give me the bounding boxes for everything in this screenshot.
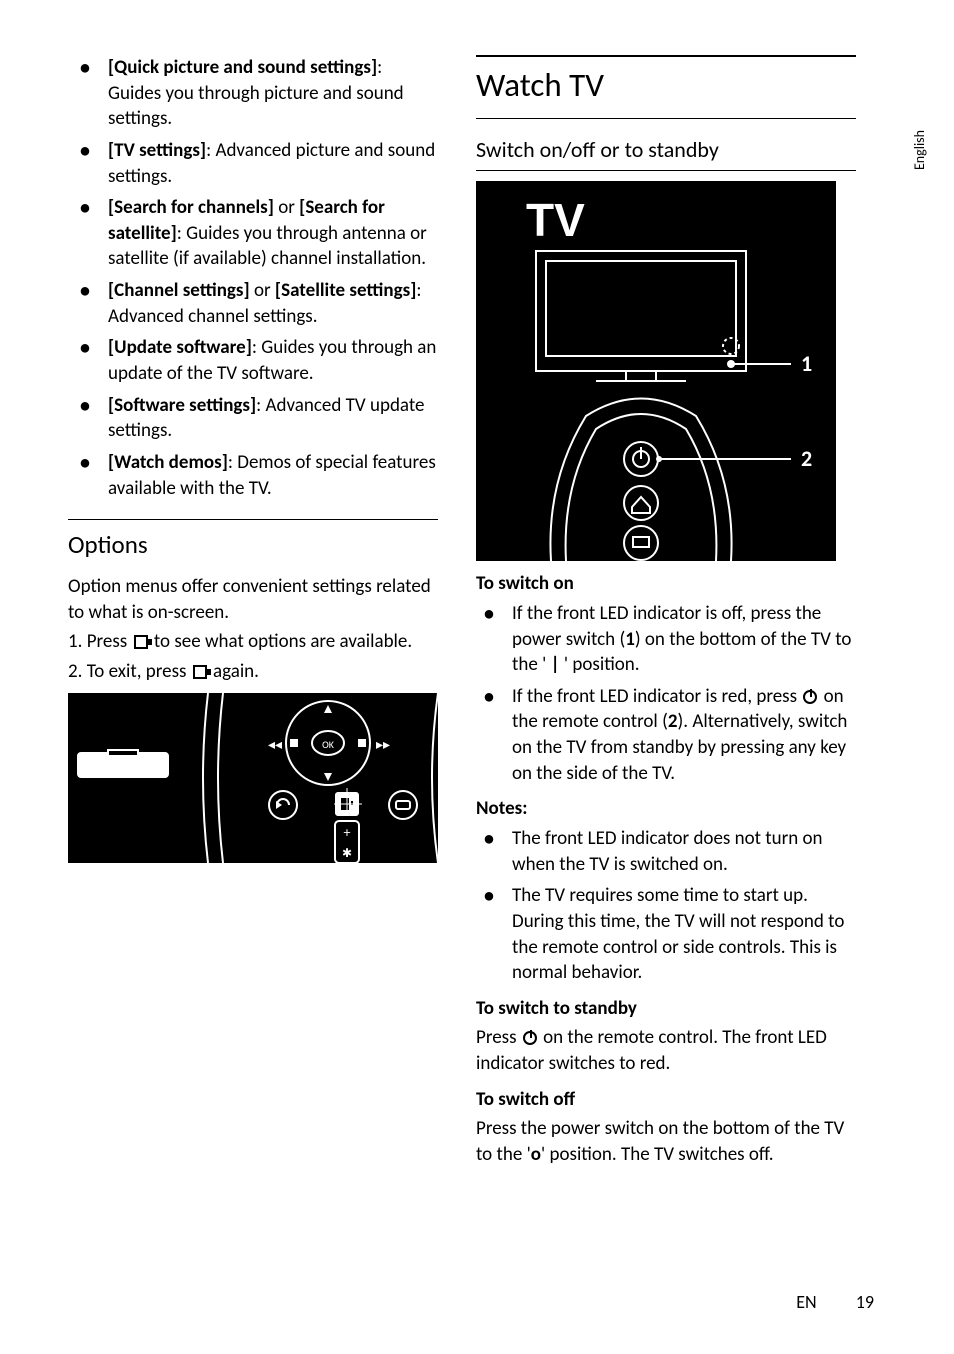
watch-tv-heading: Watch TV: [476, 55, 856, 119]
tv-remote-figure: TV 1: [476, 181, 836, 561]
step2-pre: 2. To exit, press: [68, 660, 191, 683]
list-item-bold: [Channel settings]: [108, 279, 250, 302]
list-item: If the front LED indicator is off, press…: [476, 601, 856, 678]
right-column: Watch TV Switch on/off or to standby TV: [476, 55, 856, 1314]
options-intro: Option menus offer convenient settings r…: [68, 574, 438, 625]
list-item-bold: [TV settings]: [108, 139, 206, 162]
list-item-mid: or: [250, 279, 275, 302]
list-item: [Quick picture and sound settings]: Guid…: [68, 55, 438, 132]
page-footer: EN 19: [796, 1290, 874, 1314]
notes-list: The front LED indicator does not turn on…: [476, 826, 856, 986]
svg-text:+: +: [344, 824, 351, 841]
step2-post: again.: [209, 660, 259, 683]
switch-on-list: If the front LED indicator is off, press…: [476, 601, 856, 786]
svg-text:1: 1: [801, 350, 812, 377]
left-column: [Quick picture and sound settings]: Guid…: [68, 55, 438, 1314]
list-item-bold: [Watch demos]: [108, 451, 228, 474]
t: |: [551, 653, 560, 676]
options-icon: [193, 665, 207, 679]
off-text: Press the power switch on the bottom of …: [476, 1116, 856, 1167]
t: ' position.: [560, 653, 640, 676]
t: 2: [668, 710, 678, 733]
t: ' position. The TV switches off.: [541, 1143, 774, 1166]
tv-svg: TV 1: [476, 181, 836, 561]
remote-svg: OK ◂◂ ▸▸: [68, 693, 438, 863]
t: The TV requires some time to start up. D…: [512, 884, 844, 984]
options-step-2: 2. To exit, press again.: [68, 659, 438, 685]
list-item: [Update software]: Guides you through an…: [68, 335, 438, 386]
switch-subheading: Switch on/off or to standby: [476, 135, 856, 172]
options-step-1: 1. Press to see what options are availab…: [68, 629, 438, 655]
list-item: If the front LED indicator is red, press…: [476, 684, 856, 787]
remote-options-figure: OK ◂◂ ▸▸: [68, 693, 438, 863]
svg-text:▸▸: ▸▸: [376, 736, 390, 753]
list-item-bold: [Update software]: [108, 336, 252, 359]
footer-lang: EN: [796, 1291, 816, 1313]
step1-post: to see what options are available.: [150, 630, 413, 653]
list-item: [Watch demos]: Demos of special features…: [68, 450, 438, 501]
list-item-bold: [Quick picture and sound settings]: [108, 56, 377, 79]
t: If the front LED indicator is red, press: [512, 685, 801, 708]
settings-bullet-list: [Quick picture and sound settings]: Guid…: [68, 55, 438, 501]
power-icon: [803, 690, 817, 704]
t: The front LED indicator does not turn on…: [512, 827, 823, 876]
list-item-bold: [Software settings]: [108, 394, 256, 417]
notes-title: Notes:: [476, 796, 856, 822]
page-content: [Quick picture and sound settings]: Guid…: [0, 0, 954, 1354]
options-heading: Options: [68, 519, 438, 562]
list-item-bold: [Search for channels]: [108, 196, 274, 219]
list-item-mid: or: [274, 196, 299, 219]
power-icon: [523, 1031, 537, 1045]
off-title: To switch off: [476, 1087, 856, 1113]
options-icon: [134, 635, 148, 649]
svg-text:2: 2: [801, 445, 812, 472]
list-item: [Search for channels] or [Search for sat…: [68, 195, 438, 272]
svg-text:TV: TV: [526, 194, 585, 246]
list-item: The front LED indicator does not turn on…: [476, 826, 856, 877]
switch-on-title: To switch on: [476, 571, 856, 597]
svg-text:◂◂: ◂◂: [268, 736, 282, 753]
list-item: [Software settings]: Advanced TV update …: [68, 393, 438, 444]
svg-text:OK: OK: [322, 738, 335, 751]
standby-text: Press on the remote control. The front L…: [476, 1025, 856, 1076]
list-item: [TV settings]: Advanced picture and soun…: [68, 138, 438, 189]
step1-pre: 1. Press: [68, 630, 132, 653]
standby-title: To switch to standby: [476, 996, 856, 1022]
footer-page: 19: [856, 1291, 874, 1313]
t: 1: [625, 628, 635, 651]
t: Press: [476, 1026, 521, 1049]
list-item-bold2: [Satellite settings]: [275, 279, 416, 302]
svg-text:✱: ✱: [342, 847, 352, 861]
list-item: [Channel settings] or [Satellite setting…: [68, 278, 438, 329]
list-item: The TV requires some time to start up. D…: [476, 883, 856, 986]
t: o: [531, 1143, 541, 1166]
